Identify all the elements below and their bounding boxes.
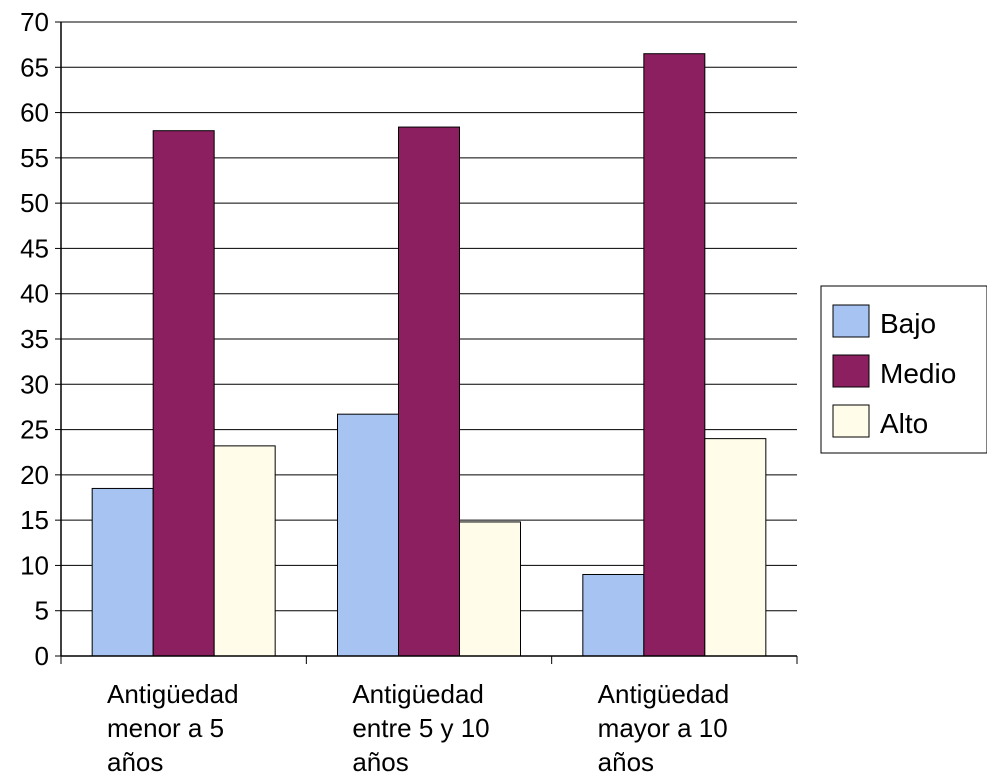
x-axis-labels: Antigüedad menor a 5 años Antigüedad entre 5… (107, 679, 729, 777)
legend-label-bajo: Bajo (880, 308, 936, 339)
y-tick-label: 15 (20, 505, 49, 535)
y-tick-label: 25 (20, 415, 49, 445)
bar-alto-3 (704, 438, 767, 657)
bar-medio-2 (398, 126, 460, 657)
bar-medio-1 (152, 130, 215, 657)
bar-medio-3 (643, 53, 706, 657)
legend-label-medio: Medio (880, 358, 956, 389)
y-tick-label: 40 (20, 279, 49, 309)
y-tick-label: 60 (20, 98, 49, 128)
y-tick-label: 55 (20, 143, 49, 173)
x-category-label: Antigüedad menor a 5 años (107, 679, 239, 777)
y-tick-label: 35 (20, 324, 49, 354)
legend-swatch-bajo (832, 304, 870, 338)
bar-bajo-1 (91, 487, 154, 657)
bar-alto-1 (213, 445, 276, 657)
y-tick-label: 0 (35, 641, 49, 671)
legend: Bajo Medio Alto (820, 285, 987, 454)
bar-alto-2 (459, 521, 521, 657)
y-tick-label: 70 (20, 7, 49, 37)
y-axis-ticks: 0 5 10 15 20 25 30 35 40 45 50 55 60 65 70 (20, 7, 61, 671)
bar-bajo-3 (582, 573, 645, 657)
y-tick-label: 45 (20, 233, 49, 263)
y-tick-label: 5 (35, 596, 49, 626)
legend-label-alto: Alto (880, 408, 928, 439)
y-tick-label: 65 (20, 52, 49, 82)
x-category-label: Antigüedad entre 5 y 10 años (352, 679, 489, 777)
bars (91, 53, 767, 657)
legend-swatch-medio (832, 354, 870, 388)
y-tick-label: 10 (20, 550, 49, 580)
y-tick-label: 20 (20, 460, 49, 490)
y-tick-label: 50 (20, 188, 49, 218)
y-tick-label: 30 (20, 369, 49, 399)
bar-bajo-2 (337, 413, 399, 657)
x-category-label: Antigüedad mayor a 10 años (598, 679, 730, 777)
legend-swatch-alto (832, 404, 870, 438)
axes (60, 22, 798, 664)
